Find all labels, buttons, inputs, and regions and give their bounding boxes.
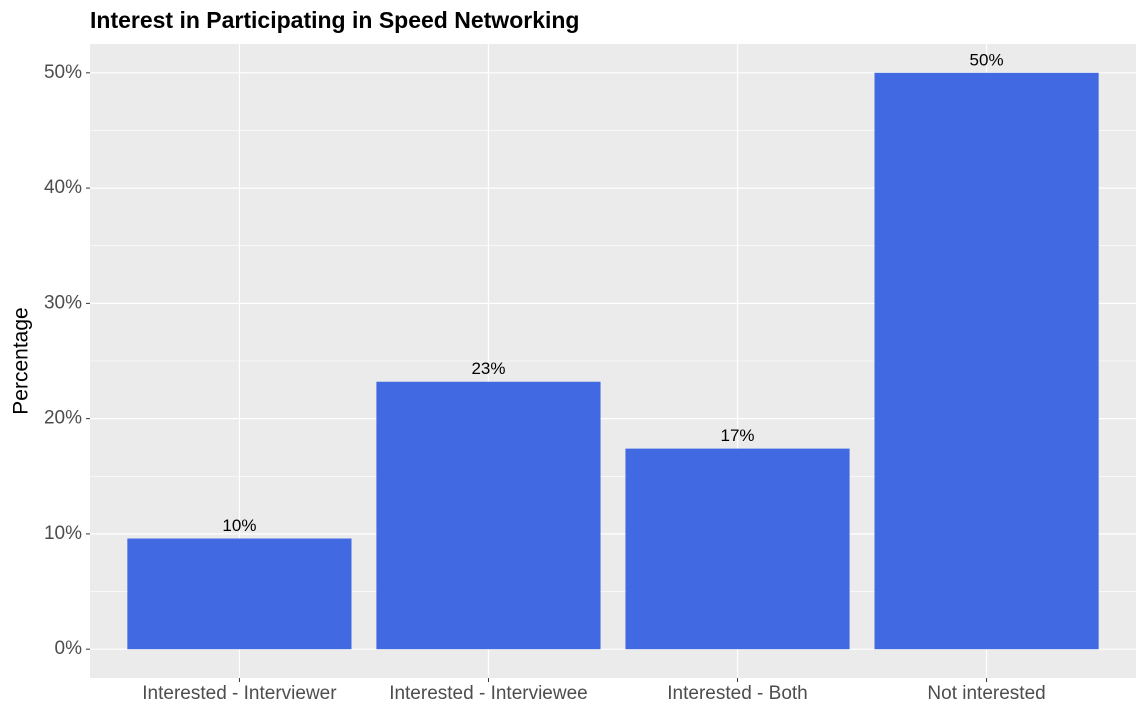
y-tick-label: 40% [44, 177, 82, 198]
x-tick-label: Interested - Interviewer [142, 683, 337, 704]
x-tick-label: Interested - Both [667, 683, 807, 704]
data-label: 50% [970, 50, 1004, 69]
bar [625, 448, 850, 650]
x-tick-label: Not interested [927, 683, 1045, 704]
bar [874, 72, 1099, 650]
bar [376, 381, 601, 650]
y-tick-label: 0% [55, 638, 83, 659]
chart-title: Interest in Participating in Speed Netwo… [90, 7, 579, 33]
y-tick-label: 50% [44, 62, 82, 83]
x-tick-label: Interested - Interviewee [389, 683, 588, 704]
y-tick-label: 10% [44, 523, 82, 544]
data-label: 10% [222, 516, 256, 535]
data-label: 17% [721, 426, 755, 445]
bar [127, 538, 352, 650]
y-tick-label: 20% [44, 408, 82, 429]
y-axis-label: Percentage [10, 307, 33, 414]
y-tick-label: 30% [44, 292, 82, 313]
data-label: 23% [471, 359, 505, 378]
